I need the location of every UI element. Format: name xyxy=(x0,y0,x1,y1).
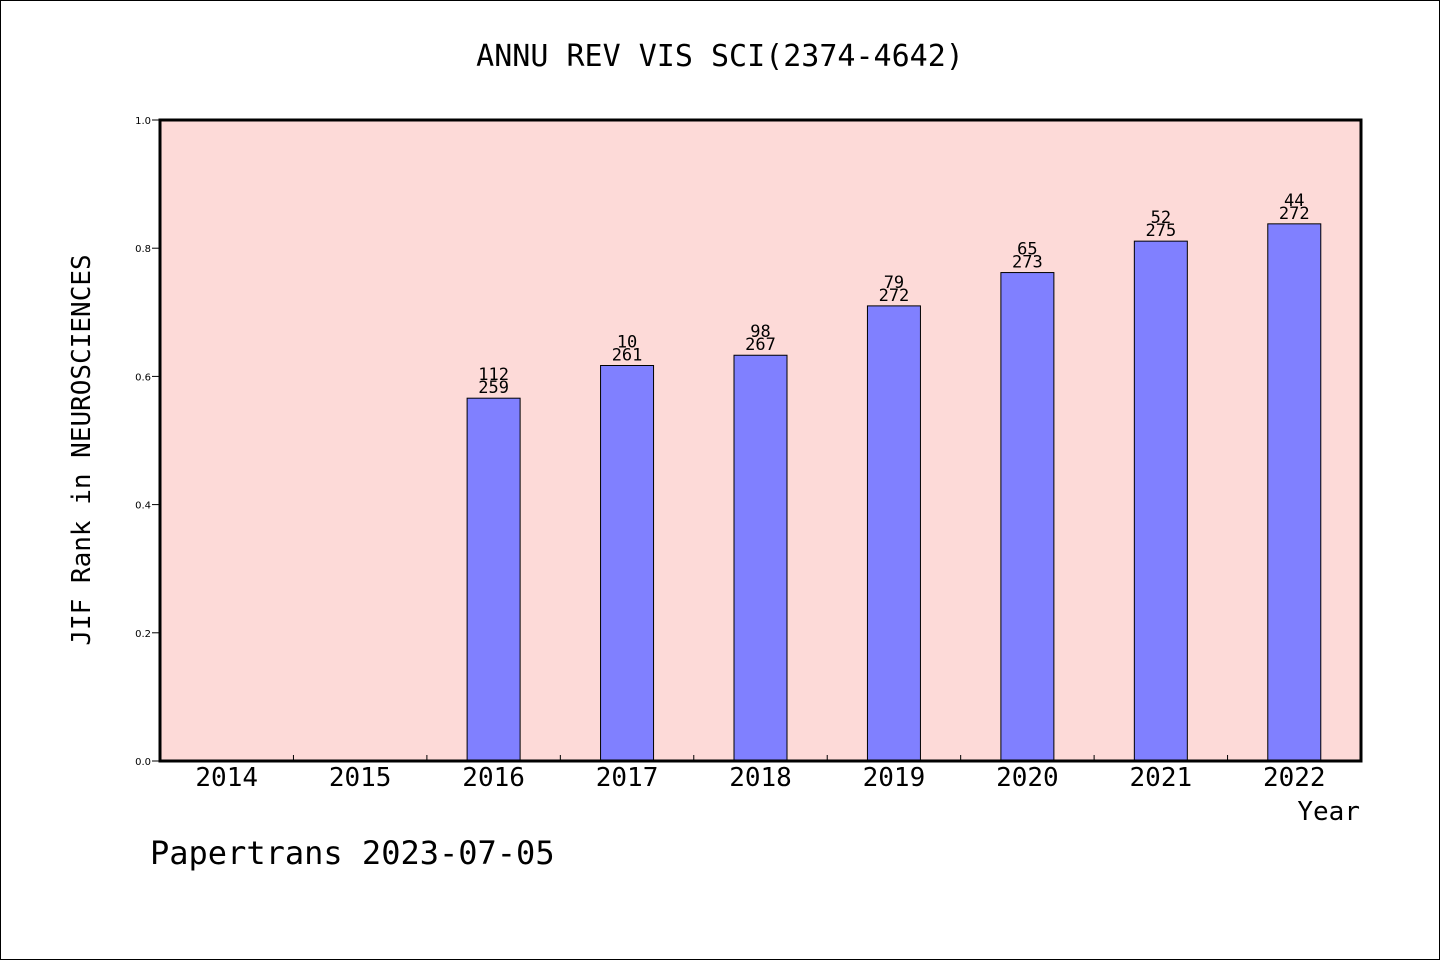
x-tick-label: 2016 xyxy=(462,763,525,793)
x-tick-label: 2015 xyxy=(329,763,392,793)
bar-rank-label: 112 xyxy=(478,365,509,385)
bar-total-label: 272 xyxy=(879,286,910,306)
bar-total-label: 275 xyxy=(1145,221,1176,241)
bar-rank-label: 52 xyxy=(1151,208,1171,228)
bar-total-label: 272 xyxy=(1279,204,1310,224)
footer-credit: Papertrans 2023-07-05 xyxy=(150,834,555,872)
bar xyxy=(600,365,655,762)
bar-total-label: 267 xyxy=(745,335,776,355)
bars-group xyxy=(466,223,1322,762)
bar-total-label: 273 xyxy=(1012,253,1043,273)
y-tick-label: 0.0 xyxy=(135,757,151,768)
bar xyxy=(1267,223,1322,762)
plot-border xyxy=(158,118,1363,763)
x-tick-label: 2018 xyxy=(729,763,792,793)
x-tick-label: 2017 xyxy=(596,763,659,793)
bar xyxy=(733,354,788,762)
x-tick-label: 2019 xyxy=(863,763,926,793)
bar xyxy=(466,397,521,762)
bar-total-label: 261 xyxy=(612,346,643,366)
chart-title: ANNU REV VIS SCI(2374-4642) xyxy=(476,39,964,74)
bar-rank-label: 10 xyxy=(617,333,637,353)
x-tick-label: 2020 xyxy=(996,763,1059,793)
bar xyxy=(1133,240,1188,762)
bar-rank-label: 65 xyxy=(1017,240,1037,260)
bar xyxy=(1000,272,1055,762)
bar-rank-label: 79 xyxy=(884,273,904,293)
bar-rank-label: 98 xyxy=(750,322,770,342)
y-tick-label: 0.8 xyxy=(135,244,151,255)
x-tick-label: 2022 xyxy=(1263,763,1326,793)
bar-total-label: 259 xyxy=(478,378,509,398)
y-tick-label: 1.0 xyxy=(135,116,151,127)
x-tick-label: 2014 xyxy=(195,763,258,793)
bar-rank-label: 44 xyxy=(1284,191,1304,211)
y-tick-label: 0.6 xyxy=(135,372,151,383)
y-tick-label: 0.4 xyxy=(135,501,151,512)
x-tick-label: 2021 xyxy=(1130,763,1193,793)
y-axis-label: JIF Rank in NEUROSCIENCES xyxy=(67,254,97,645)
y-tick-label: 0.2 xyxy=(135,629,151,640)
x-axis-label: Year xyxy=(1297,797,1360,827)
y-axis: 0.0 0.2 0.4 0.6 0.8 1.0 xyxy=(135,116,160,768)
x-axis: 2014 2015 2016 2017 2018 2019 2020 2021 2022 xyxy=(195,755,1326,793)
bar xyxy=(866,305,921,762)
